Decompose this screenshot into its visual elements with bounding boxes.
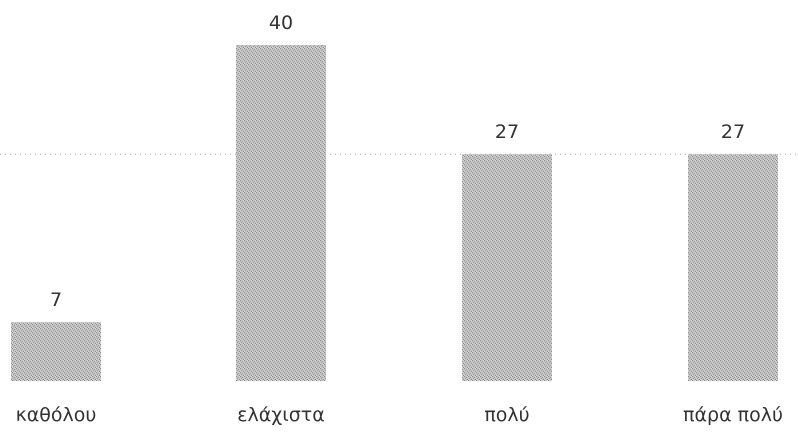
category-label-1: ελάχιστα [237, 404, 324, 426]
labels-layer: 7 καθόλου 40 ελάχιστα 27 πολύ 27 πάρα πολύ [16, 12, 783, 426]
data-label-3: 27 [721, 121, 745, 143]
bar-1 [236, 45, 326, 381]
category-label-0: καθόλου [16, 404, 97, 426]
data-label-1: 40 [269, 12, 293, 34]
bar-2 [462, 154, 552, 381]
category-label-3: πάρα πολύ [683, 404, 783, 426]
bar-0 [11, 322, 101, 381]
category-label-2: πολύ [484, 404, 529, 426]
bars-layer [11, 45, 778, 381]
bar-3 [688, 154, 778, 381]
data-label-0: 7 [50, 289, 62, 311]
data-label-2: 27 [495, 121, 519, 143]
